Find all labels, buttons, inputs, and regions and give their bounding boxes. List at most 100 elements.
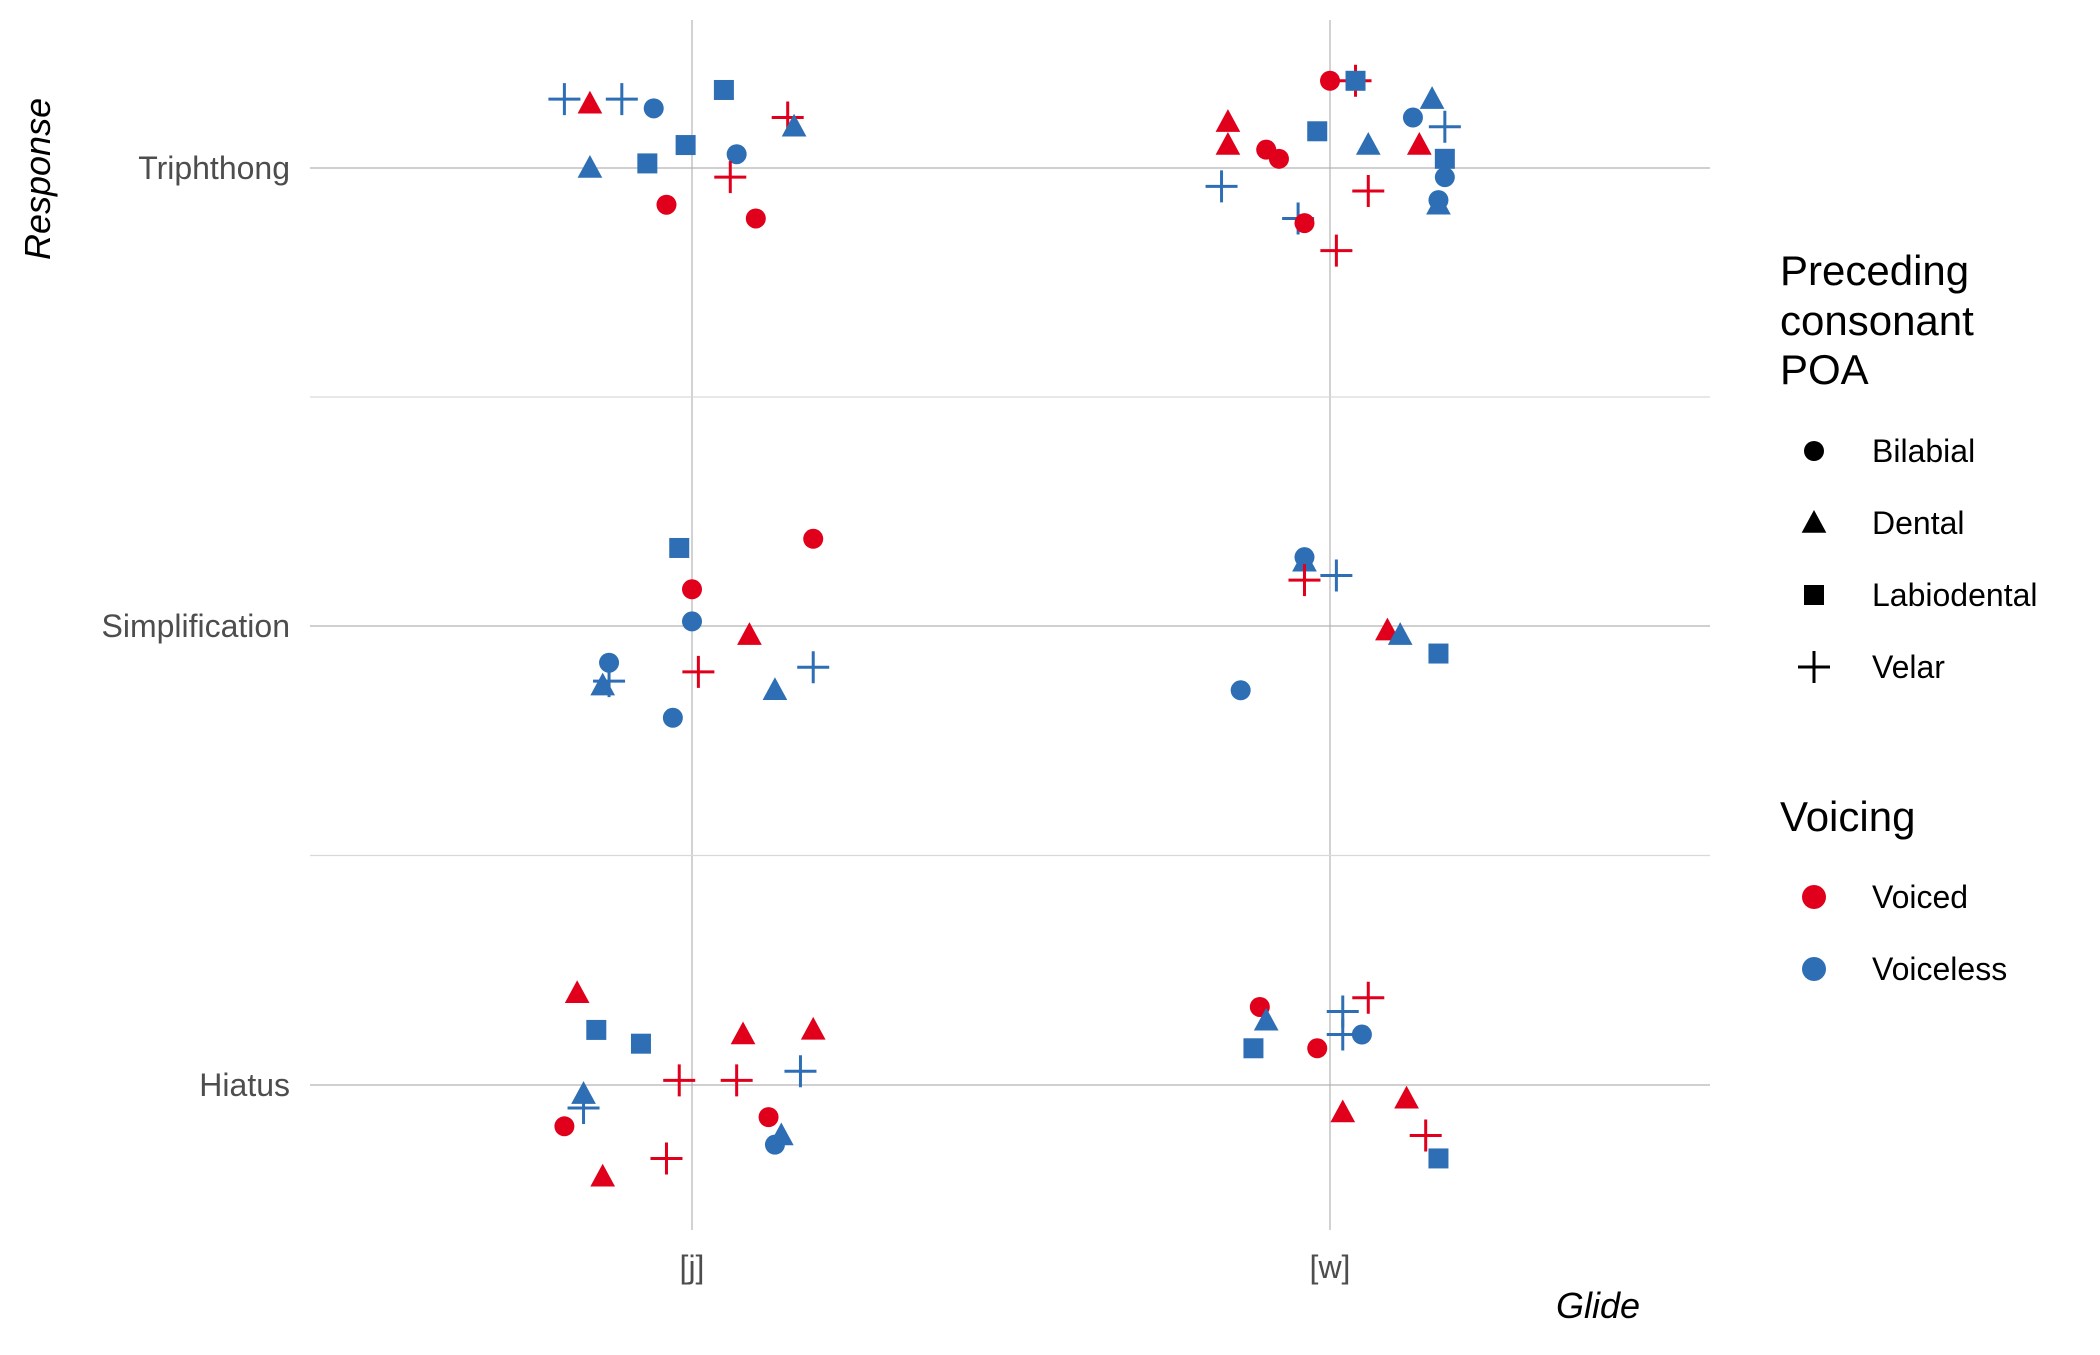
data-point-labiodental-voiceless (1434, 148, 1455, 169)
data-point-velar-voiced (1352, 981, 1385, 1014)
legend-shape-title-line-3: POA (1780, 346, 1869, 393)
data-point-velar-voiced (714, 161, 747, 194)
y-tick-label: Simplification (101, 608, 290, 644)
data-point-labiodental-voiceless (713, 79, 734, 100)
y-tick-label: Triphthong (138, 150, 290, 186)
data-point-dental-voiced (800, 1016, 826, 1040)
data-point-dental-voiced (1394, 1085, 1419, 1109)
data-point-bilabial-voiced (682, 579, 702, 600)
legend-label: Velar (1872, 649, 1945, 685)
grid (310, 20, 1710, 1230)
data-point-bilabial-voiced (803, 528, 824, 549)
data-point-bilabial-voiceless (682, 611, 702, 632)
data-point-labiodental-voiceless (1428, 643, 1449, 664)
data-point-velar-voiced (650, 1142, 683, 1175)
data-point-dental-voiceless (762, 677, 788, 701)
legend-item-bilabial: Bilabial (1804, 433, 1975, 469)
data-point-velar-voiced (1288, 564, 1321, 597)
data-point-velar-voiced (682, 655, 715, 688)
data-point-bilabial-voiceless (1434, 167, 1455, 188)
data-point-dental-voiced (730, 1021, 756, 1045)
legend-item-voiced: Voiced (1802, 879, 1968, 915)
circle-icon (1802, 957, 1826, 981)
data-point-bilabial-voiced (1307, 1038, 1328, 1059)
data-point-dental-voiceless (1419, 86, 1445, 109)
data-point-bilabial-voiced (745, 208, 766, 229)
legend-color-title: Voicing (1780, 793, 1915, 840)
data-point-bilabial-voiceless (726, 144, 747, 165)
legend-item-velar: Velar (1798, 649, 1945, 685)
data-point-bilabial-voiced (656, 194, 677, 215)
data-point-dental-voiceless (1253, 1007, 1279, 1031)
data-point-labiodental-voiceless (630, 1033, 651, 1054)
data-point-dental-voiceless (577, 155, 603, 178)
data-point-labiodental-voiceless (1307, 121, 1328, 142)
x-tick-label: [w] (1310, 1249, 1351, 1285)
legend-shape-title-line-1: Preceding (1780, 247, 1969, 294)
data-point-velar-voiceless (567, 1091, 600, 1124)
data-point-dental-voiceless (1387, 622, 1413, 645)
data-point-bilabial-voiced (1294, 213, 1315, 234)
data-point-dental-voiceless (1292, 548, 1317, 572)
data-point-velar-voiceless (548, 83, 581, 116)
data-point-velar-voiceless (1428, 110, 1461, 143)
data-point-labiodental-voiceless (1243, 1038, 1264, 1059)
data-point-bilabial-voiced (758, 1107, 779, 1128)
data-point-velar-voiced (663, 1064, 696, 1097)
data-point-velar-voiced (1409, 1119, 1442, 1152)
x-tick-label: [j] (680, 1249, 705, 1285)
data-point-dental-voiceless (1355, 132, 1381, 155)
data-point-dental-voiced (737, 622, 762, 645)
data-point-dental-voiced (1330, 1099, 1356, 1123)
data-point-labiodental-voiceless (586, 1019, 607, 1040)
legend-item-dental: Dental (1801, 505, 1965, 541)
plus-icon (1798, 651, 1830, 683)
data-point-bilabial-voiceless (1351, 1024, 1372, 1045)
legend-label: Bilabial (1872, 433, 1975, 469)
circle-icon (1804, 441, 1824, 461)
data-point-velar-voiceless (1205, 170, 1238, 203)
data-point-velar-voiced (1352, 174, 1385, 207)
data-point-dental-voiceless (781, 113, 807, 137)
data-point-dental-voiced (1406, 132, 1432, 155)
data-point-bilabial-voiceless (662, 707, 683, 728)
data-point-bilabial-voiceless (764, 1134, 785, 1155)
legend-label: Voiced (1872, 879, 1968, 915)
data-point-labiodental-voiceless (675, 135, 696, 156)
data-point-dental-voiceless (590, 672, 616, 696)
legend-label: Voiceless (1872, 951, 2007, 987)
data-point-velar-voiceless (593, 665, 626, 698)
legend-item-labiodental: Labiodental (1804, 577, 2037, 613)
square-icon (1804, 585, 1824, 605)
triangle-icon (1801, 510, 1827, 533)
data-point-labiodental-voiceless (1428, 1148, 1449, 1169)
x-axis-title: Glide (1556, 1285, 1640, 1326)
data-point-bilabial-voiceless (1230, 680, 1251, 701)
y-axis-title: Response (17, 98, 58, 260)
legend-label: Labiodental (1872, 577, 2037, 613)
data-point-dental-voiced (1215, 132, 1241, 155)
data-point-bilabial-voiceless (599, 652, 620, 673)
data-point-velar-voiceless (797, 651, 830, 684)
data-point-velar-voiceless (1320, 559, 1353, 592)
data-point-dental-voiceless (1426, 191, 1451, 215)
data-point-bilabial-voiced (1268, 148, 1289, 169)
data-point-dental-voiced (564, 980, 590, 1003)
data-point-labiodental-voiceless (1345, 70, 1366, 91)
data-point-bilabial-voiceless (1402, 107, 1423, 128)
data-point-velar-voiced (720, 1064, 753, 1097)
data-point-bilabial-voiced (554, 1116, 575, 1137)
data-point-dental-voiced (577, 90, 603, 114)
data-point-dental-voiced (1215, 109, 1241, 132)
data-point-labiodental-voiceless (637, 153, 658, 174)
y-tick-labels: Hiatus Simplification Triphthong (101, 150, 290, 1103)
data-points (548, 64, 1461, 1187)
legend-shape-title-line-2: consonant (1780, 297, 1974, 344)
data-point-velar-voiced (1320, 234, 1353, 267)
data-point-dental-voiced (590, 1163, 616, 1187)
data-point-bilabial-voiceless (643, 98, 664, 119)
x-tick-labels: [j] [w] (680, 1249, 1351, 1285)
data-point-velar-voiceless (784, 1055, 817, 1088)
